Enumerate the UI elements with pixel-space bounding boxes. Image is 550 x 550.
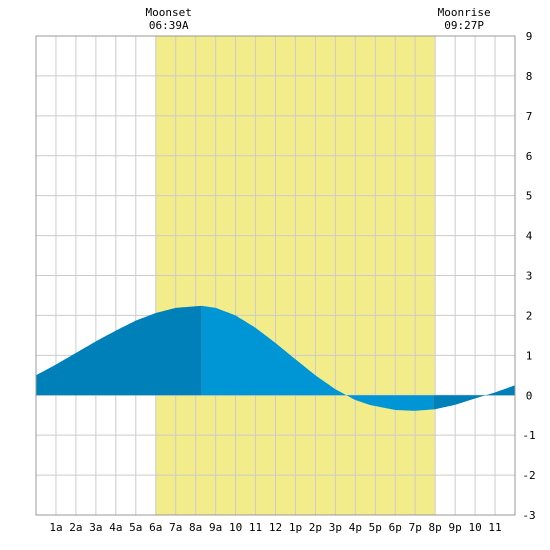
x-tick-label: 10 [229,521,242,534]
y-tick-label: 6 [526,150,533,163]
y-tick-label: 2 [526,309,533,322]
y-tick-label: 0 [526,389,533,402]
y-tick-label: 9 [526,30,533,43]
x-tick-label: 3p [329,521,342,534]
y-tick-label: 7 [526,110,533,123]
y-tick-label: 8 [526,70,533,83]
tide-fill-segment-2 [433,385,515,410]
tide-fill-segment-1 [201,305,434,411]
x-tick-label: 5p [369,521,382,534]
x-tick-label: 11 [249,521,262,534]
x-tick-label: 1a [49,521,62,534]
x-tick-label: 12 [269,521,282,534]
tide-fill-segment-0 [36,305,202,396]
x-tick-label: 8a [189,521,202,534]
moonset-label: Moonset [146,6,192,19]
x-tick-label: 6a [149,521,162,534]
y-tick-label: 3 [526,270,533,283]
x-tick-label: 9a [209,521,222,534]
x-tick-label: 1p [289,521,302,534]
x-tick-label: 2p [309,521,322,534]
y-tick-label: -3 [522,509,535,522]
x-tick-label: 2a [69,521,82,534]
x-tick-label: 10 [468,521,481,534]
x-tick-label: 8p [429,521,442,534]
x-axis-labels: 1a 2a 3a 4a 5a 6a 7a 8a 9a 10 11 12 1p 2p 3p 4p 5p 6p 7p 8p… [49,521,501,534]
x-tick-label: 5a [129,521,142,534]
x-tick-label: 4a [109,521,122,534]
x-tick-label: 6p [389,521,402,534]
x-tick-label: 7p [409,521,422,534]
x-tick-label: 3a [89,521,102,534]
moonrise-label: Moonrise [438,6,491,19]
y-axis-labels: -3 -2 -1 0 1 2 3 4 5 6 7 8 9 [522,30,535,522]
x-tick-label: 11 [488,521,501,534]
x-tick-label: 7a [169,521,182,534]
grid-lines [36,36,515,515]
x-tick-label: 4p [349,521,362,534]
y-tick-label: -1 [522,429,535,442]
moonrise-time: 09:27P [444,19,484,32]
y-tick-label: 1 [526,349,533,362]
y-tick-label: 5 [526,190,533,203]
plot-border [35,35,516,516]
y-tick-label: 4 [526,230,533,243]
x-tick-label: 9p [449,521,462,534]
tide-area [36,305,515,411]
moonset-time: 06:39A [149,19,189,32]
y-tick-label: -2 [522,469,535,482]
